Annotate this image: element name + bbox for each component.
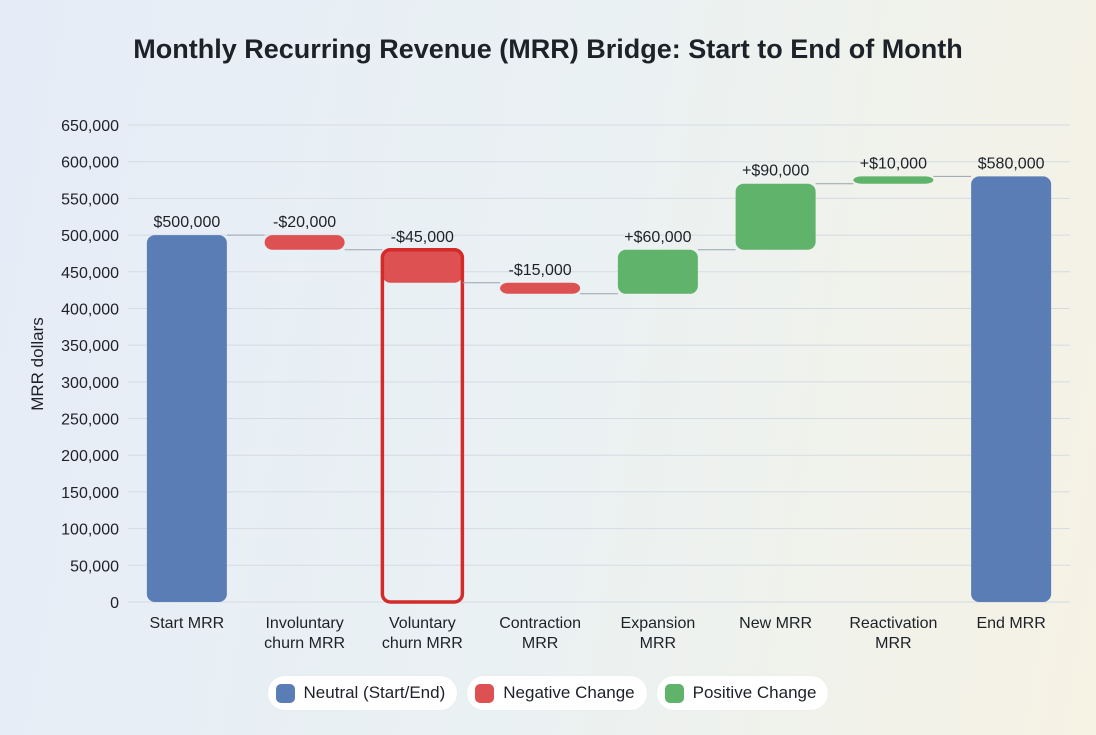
data-label: $500,000 [154,214,221,231]
legend-item-neutral: Neutral (Start/End) [267,676,458,710]
y-tick-label: 650,000 [61,118,119,135]
data-label: +$60,000 [624,229,691,246]
data-label: +$90,000 [742,163,809,180]
y-axis-label: MRR dollars [28,317,47,411]
legend-swatch-positive [664,683,684,703]
legend-item-negative: Negative Change [467,676,647,710]
x-tick-label: Reactivation [849,615,937,632]
data-label: -$15,000 [509,262,572,279]
bar-neutral [146,235,227,603]
y-tick-label: 250,000 [61,412,119,429]
x-tick-label: churn MRR [264,635,345,652]
x-tick-label: Expansion [621,615,696,632]
data-label: $580,000 [978,155,1045,172]
chart-title: Monthly Recurring Revenue (MRR) Bridge: … [133,34,963,64]
bar-negative [382,249,463,283]
bar-positive [735,183,816,250]
bar-neutral [971,176,1052,602]
y-tick-label: 50,000 [70,558,119,575]
legend-label: Neutral (Start/End) [303,683,446,702]
x-tick-label: End MRR [976,615,1045,632]
y-tick-label: 350,000 [61,338,119,355]
y-tick-label: 150,000 [61,485,119,502]
y-tick-label: 100,000 [61,522,119,539]
y-tick-label: 550,000 [61,191,119,208]
y-tick-label: 450,000 [61,265,119,282]
data-label: -$45,000 [391,229,454,246]
highlight-box [380,248,465,604]
y-tick-label: 600,000 [61,155,119,172]
x-tick-label: churn MRR [382,635,463,652]
y-tick-label: 500,000 [61,228,119,245]
legend: Neutral (Start/End) Negative Change Posi… [0,676,1096,710]
legend-label: Negative Change [503,683,635,702]
legend-swatch-neutral [275,683,295,703]
y-tick-label: 200,000 [61,448,119,465]
y-tick-label: 0 [110,595,119,612]
bar-negative [500,282,581,294]
x-tick-label: MRR [522,635,558,652]
x-tick-label: MRR [875,635,911,652]
x-tick-label: Involuntary [265,615,343,632]
data-label: -$20,000 [273,214,336,231]
y-tick-label: 300,000 [61,375,119,392]
x-tick-label: MRR [640,635,676,652]
data-label: +$10,000 [860,155,927,172]
x-tick-label: Contraction [499,615,581,632]
y-tick-label: 400,000 [61,301,119,318]
bar-positive [853,176,934,184]
legend-label: Positive Change [692,683,817,702]
legend-item-positive: Positive Change [656,676,829,710]
bar-negative [264,235,345,250]
legend-swatch-negative [475,683,495,703]
x-tick-label: New MRR [739,615,812,632]
x-tick-label: Start MRR [150,615,225,632]
bar-positive [617,249,698,294]
x-tick-label: Voluntary [389,615,456,632]
